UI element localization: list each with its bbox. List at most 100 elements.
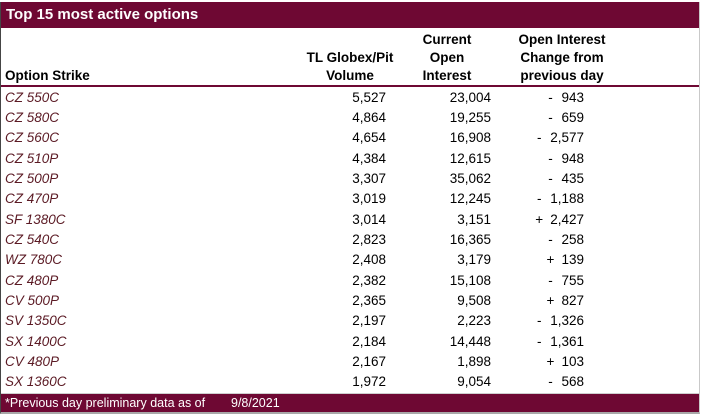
option-strike-cell: CZ 470P [5,191,59,207]
col-header-oi-change: Open Interest Change from previous day [497,31,627,85]
change-value: 827 [561,292,584,308]
col-header-line: TL Globex/Pit [306,50,394,65]
change-cell: + 2,427 [497,212,627,227]
change-sign: - [548,374,553,390]
title-bar: Top 15 most active options [1,2,699,28]
volume-cell: 4,384 [352,150,386,166]
change-sign: - [548,89,553,105]
table-row: SV 1350C 2,197 2,223 - 1,326 [1,311,699,331]
volume-cell: 4,864 [352,109,386,125]
change-sign: - [536,313,542,329]
table-row: SX 1360C 1,972 9,054 - 568 [1,372,699,392]
col-header-option-strike: Option Strike [1,67,303,85]
change-value: 2,577 [550,130,584,146]
table-row: CZ 560C 4,654 16,908 - 2,577 [1,128,699,148]
col-header-volume: TL Globex/Pit Volume [303,49,397,85]
open-interest-cell: 23,004 [449,89,491,105]
option-strike-cell: CZ 550C [5,89,60,105]
open-interest-cell: 16,365 [449,231,491,247]
change-sign: - [536,191,542,207]
change-value: 435 [561,170,584,186]
change-value: 943 [561,89,584,105]
option-strike-cell: SV 1350C [5,313,67,329]
change-cell: - 948 [497,151,627,166]
table-row: WZ 780C 2,408 3,179 + 139 [1,250,699,270]
option-strike-cell: SF 1380C [5,211,66,227]
table-row: CZ 510P 4,384 12,615 - 948 [1,148,699,168]
change-value: 258 [561,231,584,247]
change-sign: - [548,170,553,186]
table-row: CZ 550C 5,527 23,004 - 943 [1,87,699,107]
col-header-line: Open Interest [518,32,606,47]
open-interest-cell: 9,054 [457,374,491,390]
col-header-line: previous day [520,68,604,83]
header-underline [1,85,699,87]
table-row: CV 480P 2,167 1,898 + 103 [1,351,699,371]
change-sign: - [548,109,553,125]
change-cell: - 2,577 [497,130,627,145]
change-sign: - [536,333,542,349]
change-value: 948 [561,150,584,166]
option-strike-cell: SX 1400C [5,333,67,349]
volume-cell: 3,014 [352,211,386,227]
footer-divider [1,392,699,394]
option-strike-cell: CV 480P [5,353,60,369]
volume-cell: 3,307 [352,170,386,186]
volume-cell: 2,184 [352,333,386,349]
change-cell: + 827 [497,293,627,308]
change-sign: + [535,211,544,227]
change-sign: - [548,150,553,166]
volume-cell: 2,365 [352,292,386,308]
open-interest-cell: 14,448 [449,333,491,349]
change-cell: - 755 [497,273,627,288]
col-header-line: Open [429,50,465,65]
volume-cell: 5,527 [352,89,386,105]
option-strike-cell: CZ 480P [5,272,59,288]
change-value: 103 [561,353,584,369]
table-row: SX 1400C 2,184 14,448 - 1,361 [1,331,699,351]
col-header-line: Option Strike [5,68,90,83]
table-row: CZ 540C 2,823 16,365 - 258 [1,229,699,249]
volume-cell: 2,408 [352,252,386,268]
volume-cell: 4,654 [352,130,386,146]
open-interest-cell: 16,908 [449,130,491,146]
table-row: CZ 580C 4,864 19,255 - 659 [1,107,699,127]
col-header-open-interest: Current Open Interest [397,31,497,85]
change-cell: - 1,188 [497,191,627,206]
option-strike-cell: CZ 540C [5,231,60,247]
volume-cell: 2,382 [352,272,386,288]
column-headers: Option Strike TL Globex/Pit Volume Curre… [1,28,699,85]
table-row: CV 500P 2,365 9,508 + 827 [1,290,699,310]
open-interest-cell: 9,508 [457,292,491,308]
option-strike-cell: CZ 500P [5,170,59,186]
change-cell: + 103 [497,354,627,369]
change-sign: + [546,353,555,369]
col-header-line: Current [422,32,472,47]
change-cell: - 1,326 [497,313,627,328]
change-cell: - 435 [497,171,627,186]
volume-cell: 2,823 [352,231,386,247]
open-interest-cell: 3,151 [457,211,491,227]
col-header-line: Volume [326,68,374,83]
open-interest-cell: 2,223 [457,313,491,329]
open-interest-cell: 35,062 [449,170,491,186]
change-sign: - [536,130,542,146]
table-row: CZ 500P 3,307 35,062 - 435 [1,168,699,188]
change-sign: + [546,252,555,268]
table-row: CZ 470P 3,019 12,245 - 1,188 [1,189,699,209]
table-body: CZ 550C 5,527 23,004 - 943 CZ 580C 4,864… [1,87,699,392]
change-value: 1,361 [550,333,584,349]
change-cell: + 139 [497,252,627,267]
change-value: 568 [561,374,584,390]
change-cell: - 943 [497,90,627,105]
change-cell: - 258 [497,232,627,247]
change-cell: - 1,361 [497,334,627,349]
option-strike-cell: SX 1360C [5,374,67,390]
footer-date: 9/8/2021 [231,396,280,410]
change-sign: - [548,272,553,288]
change-cell: - 568 [497,374,627,389]
volume-cell: 1,972 [352,374,386,390]
option-strike-cell: CZ 510P [5,150,59,166]
report-title: Top 15 most active options [6,6,199,23]
open-interest-cell: 15,108 [449,272,491,288]
